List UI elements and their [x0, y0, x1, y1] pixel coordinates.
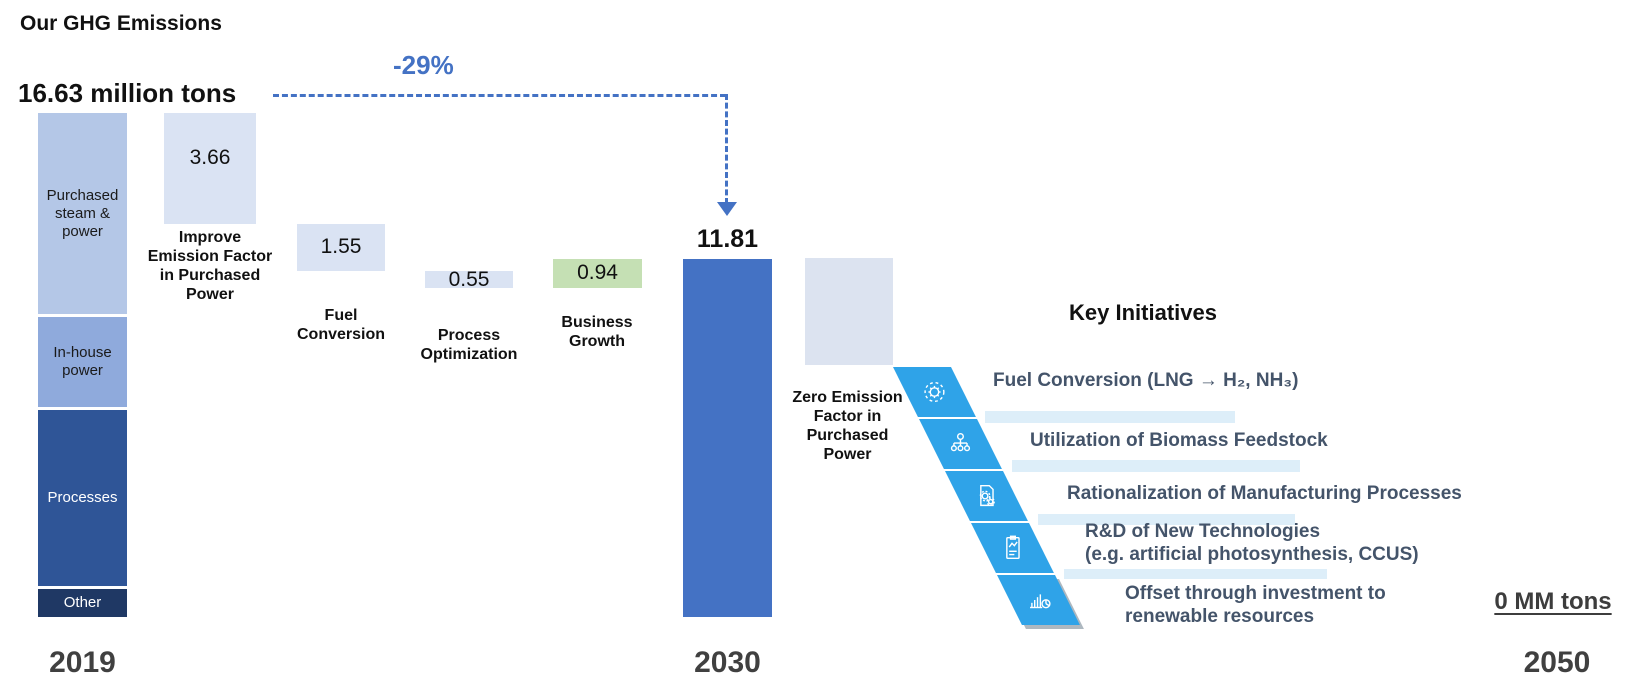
bar-2019-purchased-steam-power: Purchased steam & power	[38, 113, 127, 314]
reduction-arrow-head-icon	[717, 202, 737, 216]
axis-year-2019: 2019	[49, 646, 116, 679]
document-gears-icon	[971, 481, 1001, 511]
step-label: Process Optimization	[420, 327, 518, 363]
step-bar-business-growth	[553, 259, 642, 288]
initiative-rationalization: Rationalization of Manufacturing Process…	[1067, 483, 1462, 504]
bar-pie-chart-icon	[1023, 585, 1053, 615]
ribbon-segment-1	[893, 367, 976, 417]
initiative-offset-renewables: Offset through investment to renewable r…	[1125, 583, 1386, 627]
step-label: Business Growth	[561, 314, 633, 350]
step-value: 3.66	[189, 146, 231, 169]
step-value: 1.55	[320, 235, 362, 258]
target-2050-label: 0 MM tons	[1494, 588, 1612, 615]
clipboard-chart-icon	[997, 533, 1027, 563]
segment-label: In-house power	[53, 344, 112, 379]
ribbon-segment-4	[971, 523, 1054, 573]
segment-label: Other	[63, 594, 102, 611]
reduction-arrow-vertical-line	[725, 94, 728, 204]
gear-cycle-icon	[919, 377, 949, 407]
step-value: 0.94	[577, 261, 618, 284]
step-bar-improve-emission-factor	[164, 113, 256, 224]
zero-emission-label: Zero Emission Factor in Purchased Power	[792, 389, 903, 463]
highlight-bar-1	[985, 411, 1235, 423]
initiative-fuel-conversion: Fuel Conversion (LNG → H₂, NH₃)	[993, 370, 1299, 391]
ribbon-segment-2	[919, 419, 1002, 469]
step-value: 0.55	[448, 268, 490, 291]
step-label: Improve Emission Factor in Purchased Pow…	[147, 229, 273, 303]
highlight-bar-3	[1038, 514, 1295, 525]
bar-2019-processes: Processes	[38, 410, 127, 586]
step-bar-fuel-conversion	[297, 224, 385, 271]
key-initiatives-heading: Key Initiatives	[1069, 300, 1217, 325]
reduction-percent-label: -29%	[393, 50, 454, 80]
ribbon-segment-3	[945, 471, 1028, 521]
hierarchy-icon	[945, 429, 975, 459]
page-title: Our GHG Emissions	[20, 12, 222, 35]
bar-2019-other: Other	[38, 589, 127, 617]
segment-label: Processes	[47, 489, 118, 506]
step-bar-process-optimization	[425, 271, 513, 288]
initiative-rnd-new-technologies: R&D of New Technologies (e.g. artificial…	[1085, 521, 1419, 565]
highlight-bar-4	[1064, 569, 1327, 579]
bar-zero-emission-factor	[805, 258, 893, 365]
bar-2030	[683, 259, 772, 617]
reduction-arrow-horizontal-line	[273, 94, 726, 97]
segment-label: Purchased steam & power	[46, 186, 119, 240]
highlight-bar-2	[1012, 460, 1300, 472]
bar-2019-in-house-power: In-house power	[38, 317, 127, 407]
bar-2030-value-label: 11.81	[696, 225, 759, 253]
ribbon-segment-5	[997, 575, 1080, 625]
start-total-label: 16.63 million tons	[18, 78, 237, 108]
axis-year-2050: 2050	[1523, 646, 1591, 679]
initiative-biomass-feedstock: Utilization of Biomass Feedstock	[1030, 430, 1328, 451]
step-label: Fuel Conversion	[296, 307, 385, 343]
axis-year-2030: 2030	[694, 646, 761, 679]
